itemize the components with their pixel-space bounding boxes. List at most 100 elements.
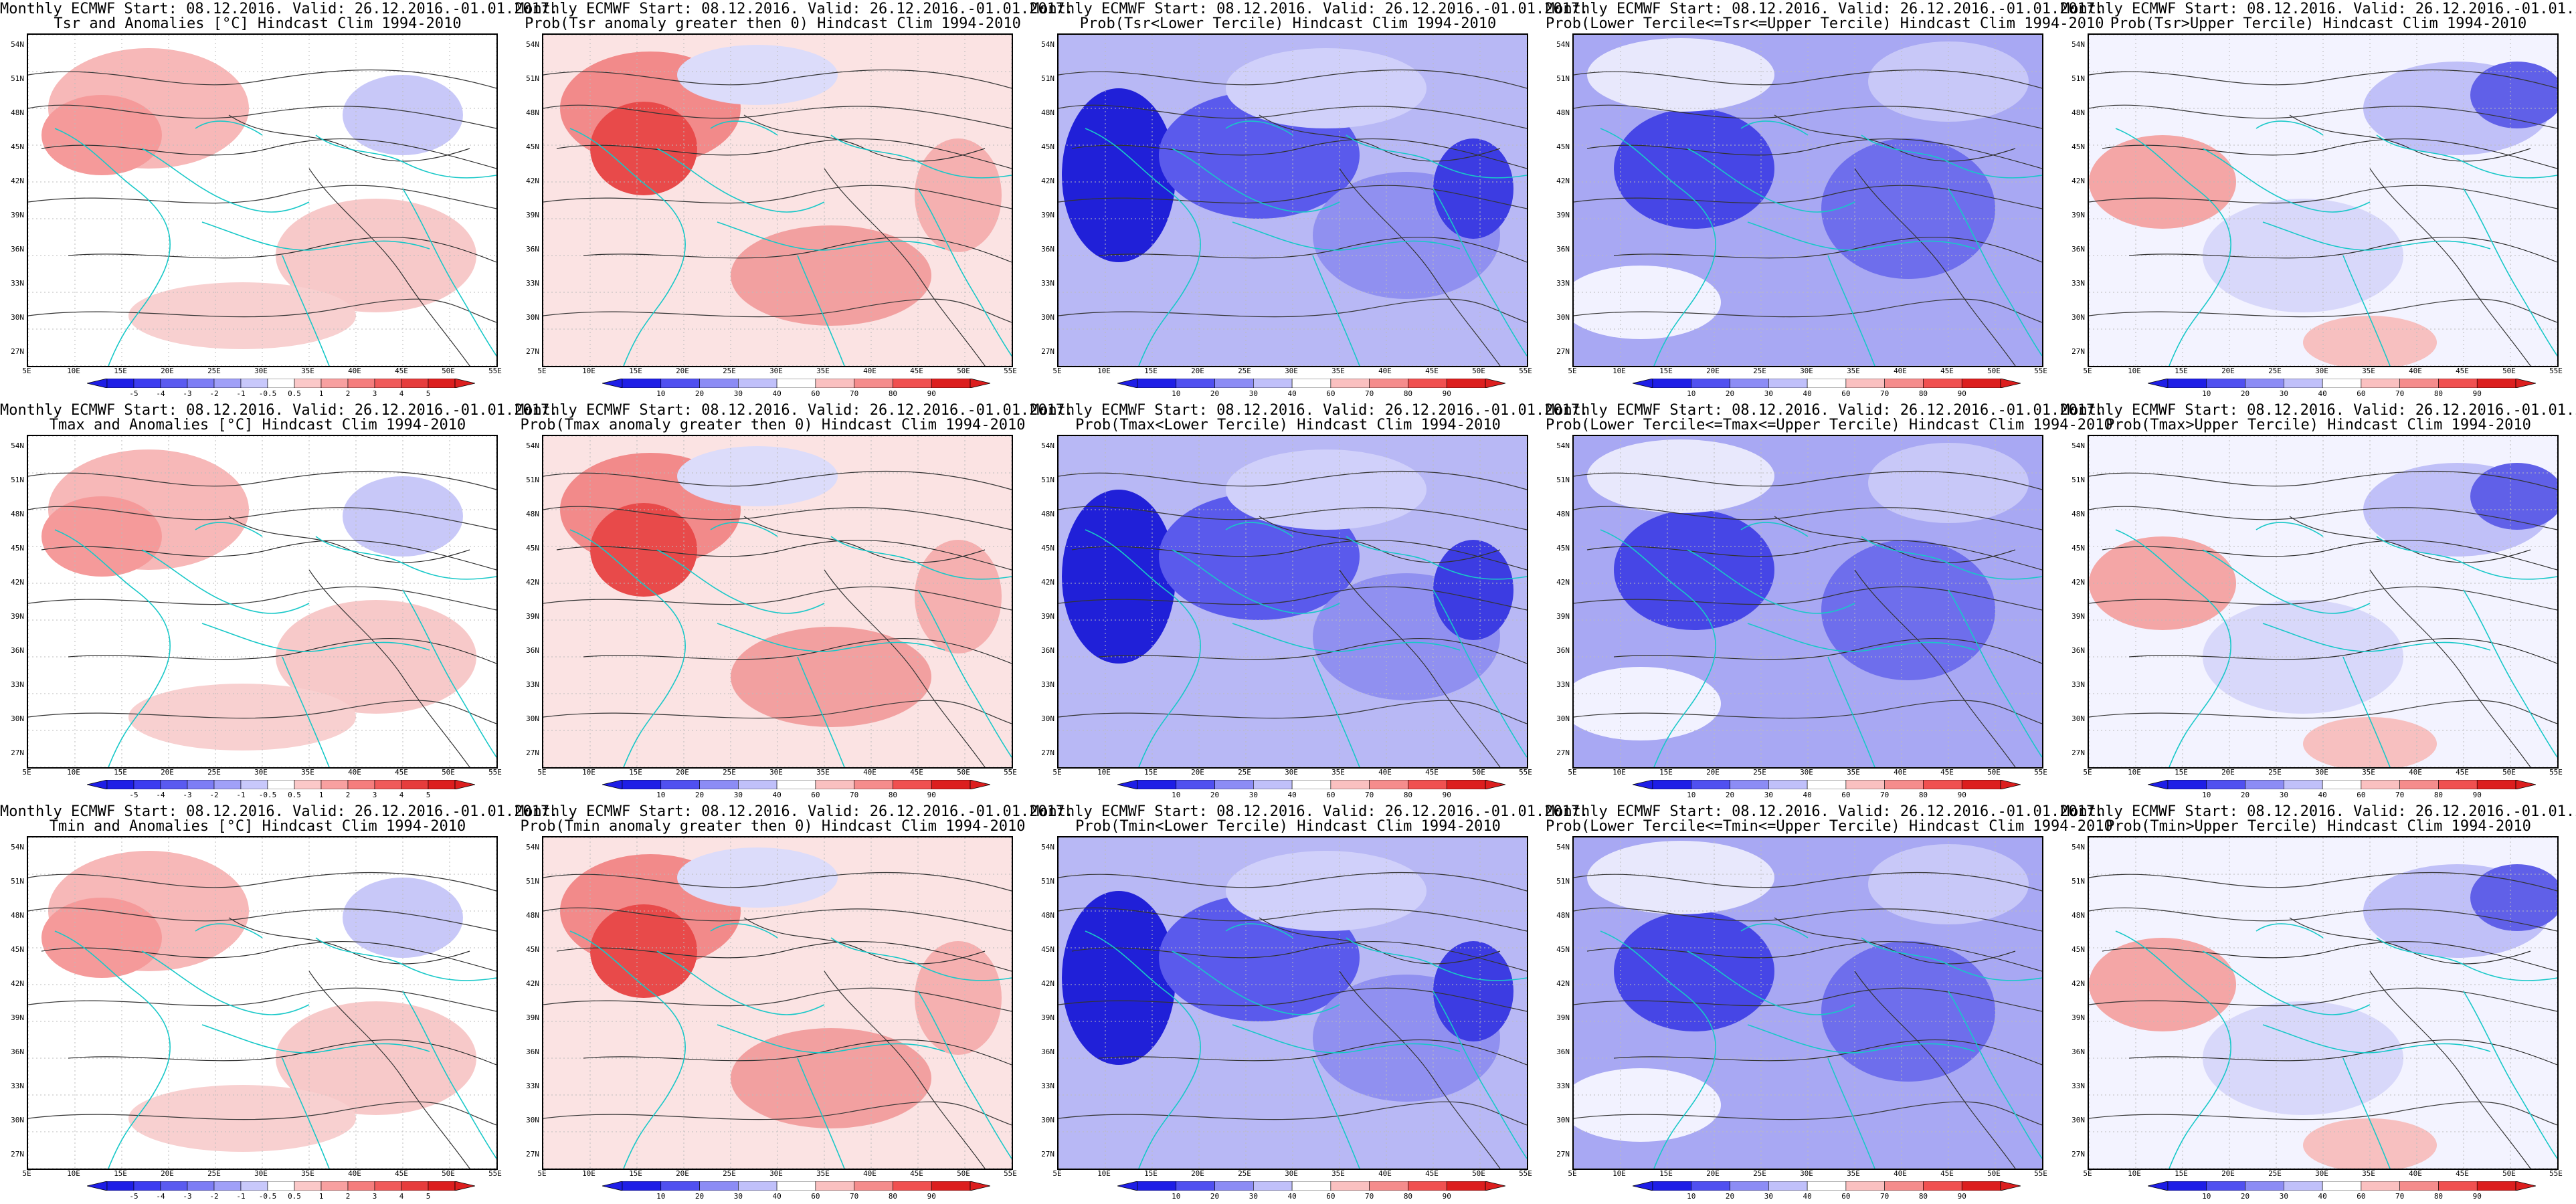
colorbar-label: 60 xyxy=(1841,1192,1851,1201)
colorbar-label: 10 xyxy=(1172,1192,1181,1201)
colorbar-label: 40 xyxy=(1287,389,1297,398)
lon-tick-label: 45E xyxy=(910,367,923,375)
coastline xyxy=(282,656,330,767)
contour-line xyxy=(2089,298,2557,323)
colorbar-segment xyxy=(1730,1181,1769,1191)
contour-line xyxy=(308,168,470,366)
map-area xyxy=(27,33,498,367)
colorbar-label: 10 xyxy=(1687,1192,1696,1201)
colorbar-label: 90 xyxy=(1442,1192,1451,1201)
lat-tick-label: 45N xyxy=(1041,142,1054,151)
lon-tick-label: 35E xyxy=(1847,367,1860,375)
coastline xyxy=(1346,134,1527,179)
colorbar-arrow-right xyxy=(970,1181,990,1191)
colorbar-arrow-right xyxy=(454,780,475,789)
map-canvas xyxy=(1574,35,2042,366)
colorbar-label: 10 xyxy=(2202,389,2211,398)
contour-line xyxy=(2089,1101,2557,1126)
coastline xyxy=(717,1024,945,1054)
map-canvas xyxy=(543,837,1012,1169)
shaded-field xyxy=(731,225,931,326)
panel-title-line2: Prob(Tmax<Lower Tercile) Hindcast Clim 1… xyxy=(1075,417,1501,433)
lat-tick-label: 54N xyxy=(1556,40,1570,49)
contour-line xyxy=(28,104,496,129)
colorbar-label: 60 xyxy=(1841,389,1851,398)
lon-tick-label: 10E xyxy=(1097,1169,1111,1178)
contour-line xyxy=(28,1101,496,1126)
colorbar-segment xyxy=(320,780,349,789)
lon-tick-label: 30E xyxy=(254,1169,268,1178)
colorbar-label: 70 xyxy=(1880,389,1890,398)
panel-title-line1: Monthly ECMWF Start: 08.12.2016. Valid: … xyxy=(1546,402,2104,419)
colorbar-label: 3 xyxy=(372,389,377,398)
lon-tick-label: 55E xyxy=(1519,1169,1532,1178)
lon-tick-label: 20E xyxy=(676,768,689,777)
coastline xyxy=(1232,1024,1461,1054)
map-canvas xyxy=(543,35,1012,366)
lon-tick-label: 45E xyxy=(1425,1169,1439,1178)
panel-title-line1: Monthly ECMWF Start: 08.12.2016. Valid: … xyxy=(515,402,1074,419)
colorbar-label: 4 xyxy=(399,1192,404,1201)
lat-tick-label: 27N xyxy=(11,347,24,356)
coastline xyxy=(1172,950,1340,1015)
colorbar-segment xyxy=(347,1181,375,1191)
lat-tick-label: 39N xyxy=(1041,1013,1054,1022)
shaded-field xyxy=(1868,443,2029,523)
lon-tick-label: 30E xyxy=(1800,367,1813,375)
lat-tick-label: 54N xyxy=(11,441,24,450)
lon-tick-label: 50E xyxy=(1987,367,2001,375)
map-canvas xyxy=(1574,436,2042,767)
contour-line xyxy=(543,907,1012,932)
lat-tick-label: 33N xyxy=(2072,680,2085,689)
lon-tick-label: 25E xyxy=(1238,1169,1251,1178)
lat-tick-label: 48N xyxy=(1556,510,1570,518)
lon-tick-label: 55E xyxy=(1519,367,1532,375)
lat-tick-label: 36N xyxy=(1556,646,1570,655)
lat-tick-label: 45N xyxy=(2072,945,2085,954)
colorbar-segment xyxy=(854,780,893,789)
contour-line xyxy=(1071,138,1527,169)
colorbar-segment xyxy=(401,379,429,388)
lat-tick-label: 33N xyxy=(1041,1082,1054,1090)
lon-tick-label: 15E xyxy=(1659,367,1673,375)
shaded-field xyxy=(590,503,697,597)
shaded-field xyxy=(590,904,697,998)
colorbar-segment xyxy=(133,379,161,388)
contour-line xyxy=(583,637,1012,664)
coastline xyxy=(201,1024,430,1054)
colorbar-label: 90 xyxy=(2472,1192,2482,1201)
coastline xyxy=(917,991,1012,1159)
colorbar-segment xyxy=(2245,780,2284,789)
lon-tick-label: 20E xyxy=(2221,367,2235,375)
lon-tick-label: 40E xyxy=(2409,1169,2422,1178)
coastline xyxy=(2115,930,2231,1169)
lon-tick-label: 40E xyxy=(863,1169,877,1178)
lat-tick-label: 42N xyxy=(1556,979,1570,988)
lon-tick-label: 45E xyxy=(395,1169,408,1178)
lon-tick-label: 25E xyxy=(1238,768,1251,777)
lat-tick-label: 54N xyxy=(11,40,24,49)
lon-tick-label: 50E xyxy=(1472,768,1485,777)
colorbar-label: 80 xyxy=(888,1192,898,1201)
contour-line xyxy=(1059,987,1527,1012)
colorbar-segment xyxy=(660,780,700,789)
coastline xyxy=(201,221,430,251)
lon-tick-label: 20E xyxy=(161,367,174,375)
contour-line xyxy=(1259,917,1501,965)
map-panel: Monthly ECMWF Start: 08.12.2016. Valid: … xyxy=(2061,0,2576,401)
colorbar-segment xyxy=(213,379,242,388)
contour-line xyxy=(2289,516,2531,563)
lat-tick-label: 45N xyxy=(2072,142,2085,151)
colorbar-label: 60 xyxy=(2357,1192,2366,1201)
map-panel: Monthly ECMWF Start: 08.12.2016. Valid: … xyxy=(2061,803,2576,1204)
panel-title-line2: Tsr and Anomalies [°C] Hindcast Clim 199… xyxy=(54,15,462,32)
colorbar-segment xyxy=(1253,780,1293,789)
colorbar-segment xyxy=(2322,1181,2362,1191)
coastline xyxy=(2256,522,2324,537)
lat-tick-label: 36N xyxy=(2072,1047,2085,1056)
coastline xyxy=(2115,128,2231,366)
coastline xyxy=(195,923,263,938)
lat-tick-label: 48N xyxy=(11,108,24,117)
panel-title-line1: Monthly ECMWF Start: 08.12.2016. Valid: … xyxy=(1030,402,1589,419)
lat-tick-label: 27N xyxy=(1041,347,1054,356)
